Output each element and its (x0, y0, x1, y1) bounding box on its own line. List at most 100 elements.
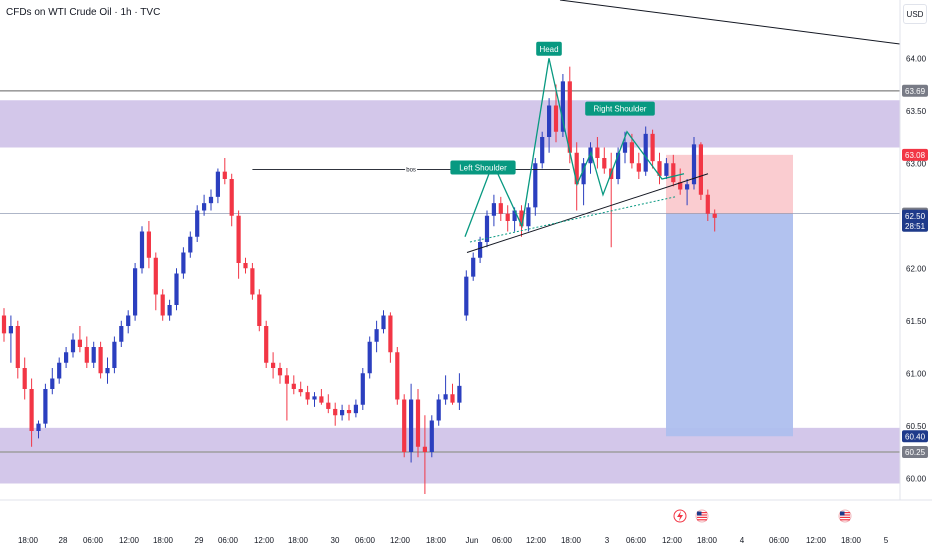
us-flag-icon (838, 509, 852, 523)
candle-body (650, 133, 655, 162)
candle-body (698, 144, 703, 195)
candle-33 (229, 173, 234, 227)
candle-body (264, 326, 269, 363)
candle-77 (533, 158, 538, 216)
time-tick: 12:00 (390, 536, 411, 545)
candle-body (685, 184, 690, 190)
candle-body (57, 362, 62, 379)
pattern-label-bg (536, 41, 562, 56)
price-tick: 61.00 (906, 369, 927, 378)
candle-32 (222, 158, 227, 185)
candle-body (305, 392, 310, 400)
currency-button[interactable]: USD (903, 4, 927, 24)
price-tag-bg (902, 148, 928, 161)
flag-stripe (697, 516, 707, 518)
candle-body (215, 171, 220, 197)
candle-11 (77, 326, 82, 353)
candle-body (705, 194, 710, 214)
candle-body (208, 196, 214, 204)
candle-body (257, 294, 262, 326)
candle-97 (671, 154, 676, 187)
candle-45 (312, 392, 317, 407)
candle-body (422, 446, 427, 452)
candle-body (15, 326, 20, 368)
time-tick: 18:00 (288, 536, 309, 545)
time-tick: 29 (195, 536, 204, 545)
candle-body (560, 81, 565, 132)
candle-body (671, 163, 676, 183)
candle-body (443, 394, 448, 400)
candle-6 (43, 383, 48, 428)
price-tag-bg (902, 430, 928, 443)
candle-body (22, 368, 27, 389)
candle-73 (505, 205, 510, 232)
time-tick: 18:00 (561, 536, 582, 545)
candle-body (388, 315, 393, 353)
price-tick: 60.00 (906, 474, 927, 483)
candle-54 (374, 320, 379, 353)
candle-body (478, 242, 483, 258)
candle-body (50, 378, 55, 389)
candle-75 (519, 205, 524, 237)
candle-body (547, 105, 552, 137)
us-flag-icon (695, 509, 709, 523)
candle-body (8, 326, 13, 334)
candle-12 (84, 336, 89, 368)
candle-body (333, 408, 338, 416)
candle-body (298, 389, 303, 393)
time-tick: 06:00 (83, 536, 104, 545)
candle-26 (181, 247, 186, 279)
demand-supply-zone-1 (0, 427, 900, 484)
candle-83 (574, 142, 579, 211)
time-tick: Jun (466, 536, 479, 545)
candle-body (360, 373, 365, 405)
time-tick: 06:00 (218, 536, 239, 545)
candle-body (243, 263, 248, 269)
candle-body (374, 329, 379, 342)
candle-body (271, 362, 276, 368)
candle-body (712, 213, 717, 218)
pattern-label-left-shoulder: Left Shoulder (459, 163, 507, 172)
candle-body (91, 347, 96, 363)
price-tag: 60.25 (905, 448, 926, 457)
candle-52 (360, 368, 365, 410)
candle-24 (167, 299, 172, 321)
candle-body (291, 383, 296, 389)
candle-body (277, 368, 283, 376)
candle-100 (691, 137, 697, 190)
candle-body (533, 163, 538, 208)
price-tag: 63.08 (905, 151, 926, 160)
candle-55 (381, 310, 386, 334)
candle-31 (215, 168, 220, 204)
candle-103 (712, 209, 717, 232)
candle-25 (174, 268, 179, 311)
price-tag-bg (902, 446, 928, 458)
time-tick: 06:00 (355, 536, 376, 545)
flag-stripe (840, 519, 850, 521)
candle-body (119, 326, 124, 342)
candle-59 (409, 383, 414, 463)
candle-30 (208, 189, 214, 211)
time-tick: 06:00 (769, 536, 790, 545)
candle-34 (236, 210, 241, 279)
candle-body (526, 207, 531, 227)
time-tick: 12:00 (119, 536, 140, 545)
candle-body (464, 276, 469, 316)
candle-body (678, 182, 683, 190)
candle-60 (415, 389, 421, 458)
flag-stripe (840, 514, 850, 516)
candle-body (471, 257, 476, 277)
candle-47 (326, 394, 331, 414)
head-shoulders-pattern (464, 58, 685, 237)
time-tick: 18:00 (426, 536, 447, 545)
candle-46 (319, 389, 324, 405)
time-tick: 18:00 (153, 536, 174, 545)
candle-44 (305, 385, 310, 405)
candle-body (409, 399, 414, 452)
candle-body (202, 203, 207, 211)
candle-body (181, 252, 186, 274)
candle-body (188, 236, 193, 253)
candle-28 (195, 205, 200, 242)
